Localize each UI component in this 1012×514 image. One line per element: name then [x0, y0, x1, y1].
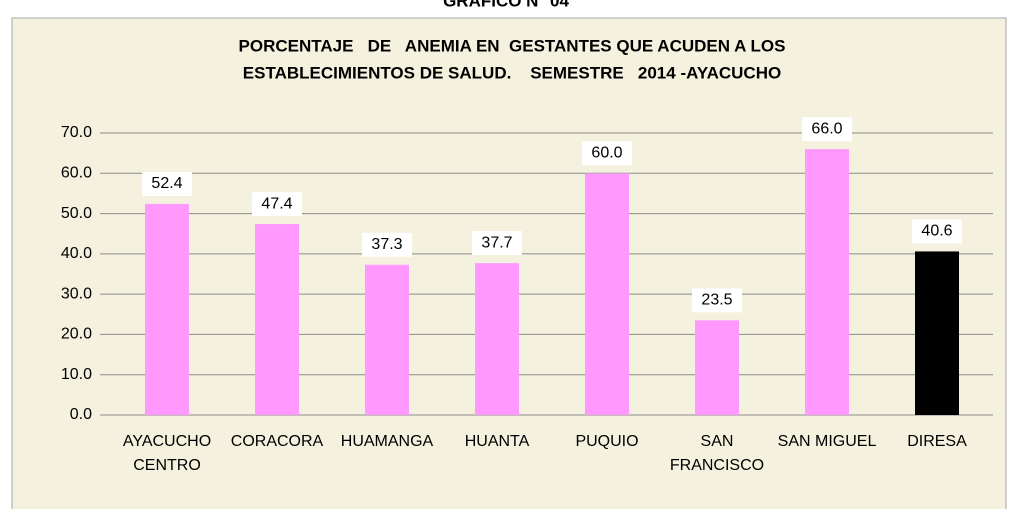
y-tick-label: 60.0 [61, 165, 92, 182]
data-label-box [362, 232, 412, 257]
bar [475, 263, 519, 415]
x-tick-label: SAN [701, 433, 734, 450]
x-tick-label: SAN MIGUEL [778, 433, 877, 450]
data-label-box [582, 141, 632, 166]
x-tick-label: FRANCISCO [670, 457, 764, 474]
data-label-box [692, 288, 742, 313]
data-label: 60.0 [591, 145, 622, 162]
data-label-box [802, 117, 852, 142]
bar [145, 203, 189, 415]
x-tick-label: AYACUCHO [123, 433, 211, 450]
bar [805, 149, 849, 415]
bar [695, 320, 739, 415]
y-tick-label: 30.0 [61, 285, 92, 302]
x-tick-label: DIRESA [907, 433, 967, 450]
heading: GRAFICO N° 04 [443, 0, 569, 10]
data-label: 66.0 [811, 120, 842, 137]
data-label-box [142, 171, 192, 196]
chart-title: ESTABLECIMIENTOS DE SALUD. SEMESTRE 2014… [243, 63, 781, 82]
data-label-box [472, 231, 522, 256]
bar [365, 264, 409, 415]
x-tick-label: HUAMANGA [341, 433, 434, 450]
y-tick-label: 50.0 [61, 205, 92, 222]
y-tick-label: 10.0 [61, 366, 92, 383]
x-tick-label: HUANTA [465, 433, 530, 450]
data-label: 52.4 [151, 175, 182, 192]
y-tick-label: 40.0 [61, 245, 92, 262]
chart-title: PORCENTAJE DE ANEMIA EN GESTANTES QUE AC… [239, 36, 786, 55]
data-label-box [252, 192, 302, 217]
data-label: 37.7 [481, 234, 512, 251]
bar [255, 224, 299, 415]
bar [915, 251, 959, 415]
bar [585, 173, 629, 415]
x-tick-label: CENTRO [133, 457, 201, 474]
data-label: 23.5 [701, 292, 732, 309]
x-tick-label: CORACORA [231, 433, 324, 450]
x-tick-label: PUQUIO [575, 433, 638, 450]
y-tick-label: 0.0 [70, 406, 92, 423]
data-label: 37.3 [371, 236, 402, 253]
data-label: 40.6 [921, 223, 952, 240]
data-label: 47.4 [261, 195, 292, 212]
y-tick-label: 20.0 [61, 326, 92, 343]
data-label-box [912, 219, 962, 244]
y-tick-label: 70.0 [61, 124, 92, 141]
